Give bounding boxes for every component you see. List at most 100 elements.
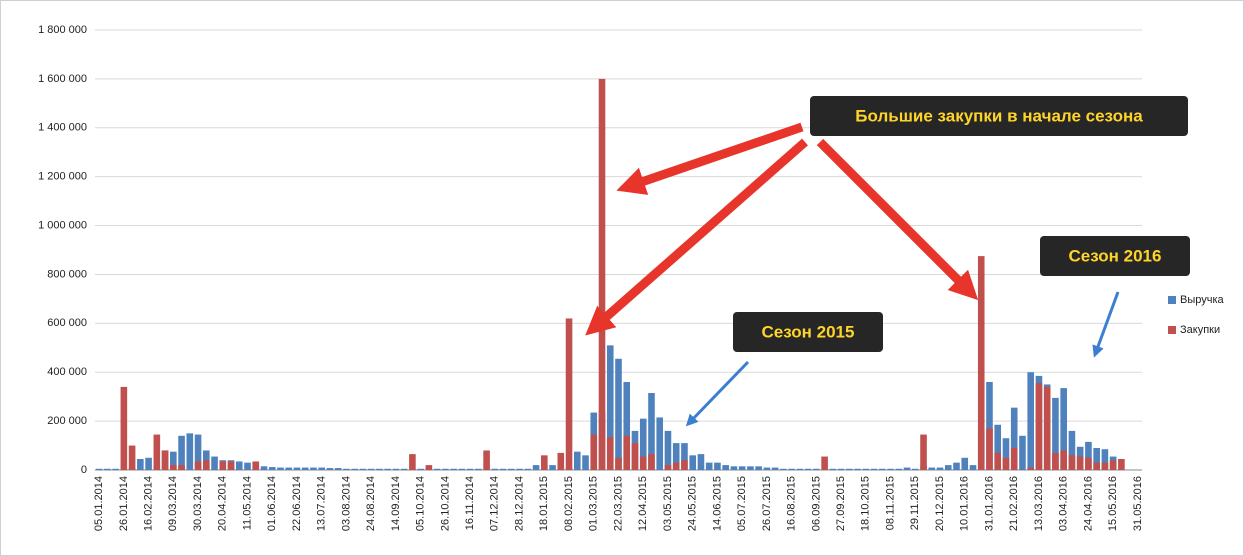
bar: [128, 445, 136, 470]
bar: [499, 468, 507, 470]
bar: [1109, 460, 1117, 470]
bar: [1118, 459, 1125, 470]
bar: [384, 468, 391, 470]
bar: [1035, 383, 1043, 470]
bar: [648, 454, 655, 470]
x-tick-label: 03.04.2016: [1058, 476, 1070, 531]
bar: [911, 468, 919, 470]
bar: [1085, 457, 1092, 470]
bar: [681, 443, 688, 470]
bar: [178, 465, 185, 470]
bar: [532, 465, 540, 470]
bar: [953, 462, 960, 470]
bar: [137, 459, 144, 470]
bar: [631, 443, 639, 470]
annotation-box: [810, 96, 1188, 136]
x-tick-label: 26.07.2015: [761, 476, 773, 531]
bar: [557, 452, 565, 470]
bar: [450, 468, 457, 470]
bar: [623, 382, 631, 470]
bar: [202, 460, 210, 470]
bar: [804, 468, 812, 470]
bar: [310, 467, 317, 470]
bar: [1043, 386, 1051, 470]
x-tick-label: 16.11.2014: [464, 476, 476, 530]
bar: [285, 467, 293, 470]
x-tick-label: 28.12.2014: [513, 476, 525, 531]
x-tick-label: 27.09.2015: [835, 476, 847, 531]
bar: [1060, 450, 1067, 470]
bar: [145, 457, 152, 470]
bar: [796, 468, 804, 470]
bar: [194, 461, 202, 470]
bar: [475, 468, 482, 470]
bar: [1010, 407, 1018, 470]
bar: [244, 462, 251, 470]
bar: [639, 418, 647, 470]
arrow: [685, 360, 750, 427]
bar: [895, 468, 903, 470]
bar: [161, 450, 169, 470]
x-tick-label: 21.02.2016: [1008, 476, 1020, 531]
bar: [590, 434, 598, 470]
bar: [697, 454, 705, 470]
bar: [920, 434, 927, 470]
bar: [549, 465, 556, 470]
annotation: Сезон 2015: [762, 322, 855, 341]
bar: [870, 468, 878, 470]
x-tick-label: 10.01.2016: [959, 476, 971, 531]
bar: [903, 467, 911, 470]
bar: [672, 443, 680, 470]
x-tick-label: 07.12.2014: [489, 476, 501, 531]
bar: [1052, 452, 1059, 470]
bar: [491, 468, 499, 470]
x-tick-label: 15.05.2016: [1107, 476, 1119, 531]
bar: [755, 466, 762, 470]
bar: [1068, 455, 1076, 470]
bar: [1052, 397, 1059, 470]
legend-swatch: [1168, 326, 1176, 334]
bar: [227, 461, 235, 470]
y-tick-label: 1 400 000: [38, 122, 87, 134]
bar: [1027, 372, 1035, 470]
bar: [994, 452, 1002, 470]
x-tick-label: 01.06.2014: [266, 476, 278, 531]
annotation-boxes: Большие закупки в начале сезона Сезон 20…: [733, 96, 1190, 352]
bar: [639, 456, 647, 470]
x-tick-label: 26.01.2014: [118, 476, 130, 531]
bar: [664, 465, 672, 470]
x-tick-label: 08.02.2015: [563, 476, 575, 531]
bar: [1101, 462, 1109, 470]
bar: [1101, 449, 1109, 470]
bar: [705, 462, 713, 470]
bar: [1019, 435, 1026, 470]
bar: [615, 457, 622, 470]
x-tick-label: 05.01.2014: [93, 476, 105, 531]
bar: [986, 428, 993, 470]
bar: [969, 465, 977, 470]
bar: [846, 468, 853, 470]
bar: [153, 434, 161, 470]
arrow: [616, 122, 804, 195]
bar: [1002, 438, 1010, 470]
bar: [458, 468, 466, 470]
y-tick-label: 1 200 000: [38, 171, 87, 183]
x-tick-label: 11.05.2014: [241, 476, 253, 530]
bar: [1060, 388, 1067, 470]
bar: [582, 455, 589, 470]
bar: [186, 433, 194, 470]
y-tick-label: 400 000: [47, 366, 87, 378]
bar: [170, 465, 177, 470]
bar: [277, 467, 284, 470]
bar: [928, 467, 936, 470]
y-tick-label: 1 800 000: [38, 24, 87, 36]
bar: [400, 468, 408, 470]
x-tick-label: 22.03.2015: [612, 476, 624, 531]
x-tick-label: 20.04.2014: [217, 476, 229, 531]
x-tick-label: 20.12.2015: [934, 476, 946, 531]
bar: [376, 468, 383, 470]
bar: [936, 467, 944, 470]
bar: [656, 417, 664, 470]
bar: [606, 345, 614, 470]
bar: [1010, 448, 1018, 470]
